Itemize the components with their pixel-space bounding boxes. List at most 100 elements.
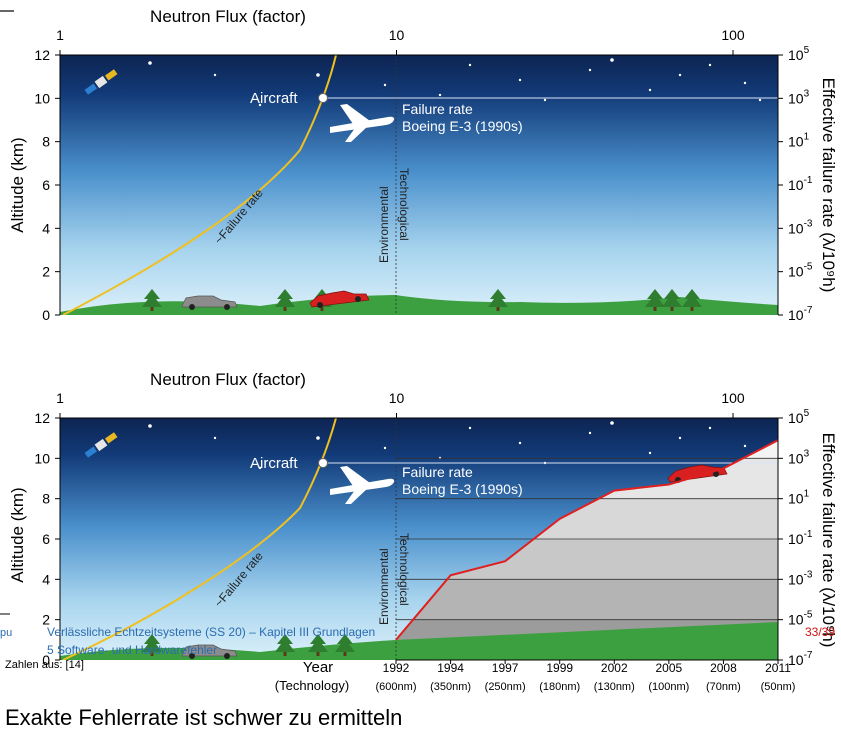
failure-rate-axis-label: Effective failure rate (λ/10⁹h) <box>819 433 838 648</box>
failure-rate-tick-label: 10-7 <box>788 650 813 668</box>
star <box>743 81 747 85</box>
footer-section: 5 Software- und Hardwarefehler <box>47 643 217 657</box>
year-tick-label: 2002 <box>601 661 628 675</box>
tree <box>682 289 702 307</box>
failure-rate-label: Failure rate <box>402 464 473 480</box>
bottom-panel: Aircraft Failure rate Boeing E-3 (1990s)… <box>8 370 838 693</box>
star <box>258 103 262 107</box>
footer-course: Verlässliche Echtzeitsysteme (SS 20) – K… <box>47 625 375 639</box>
aircraft-marker <box>318 458 328 468</box>
boeing-label: Boeing E-3 (1990s) <box>402 118 523 134</box>
technology-tick-label: (50nm) <box>761 681 796 693</box>
star <box>588 68 592 72</box>
aircraft-marker <box>318 93 328 103</box>
altitude-tick-label: 4 <box>42 571 50 587</box>
year-tick-label: 1999 <box>546 661 573 675</box>
altitude-tick-label: 2 <box>42 612 50 628</box>
altitude-tick-label: 6 <box>42 531 50 547</box>
environmental-label: Environmental <box>377 186 391 263</box>
flux-tick-label: 1 <box>56 27 64 43</box>
altitude-tick-label: 0 <box>42 652 50 668</box>
satellite-icon <box>84 432 118 458</box>
star <box>758 98 762 102</box>
altitude-tick-label: 0 <box>42 307 50 323</box>
tree <box>662 289 682 307</box>
star <box>543 98 547 102</box>
flux-tick-label: 10 <box>389 27 405 43</box>
failure-rate-tick-label: 10-1 <box>788 529 813 547</box>
flux-tick-label: 100 <box>721 27 745 43</box>
star <box>743 444 747 448</box>
altitude-tick-label: 6 <box>42 177 50 193</box>
altitude-tick-label: 12 <box>34 47 50 63</box>
satellite-icon <box>84 69 118 95</box>
altitude-tick-label: 2 <box>42 264 50 280</box>
source-note: Zahlen aus: [14] <box>5 659 84 671</box>
star <box>518 78 522 82</box>
flux-tick-label: 100 <box>721 390 745 406</box>
failure-rate-tick-label: 10-5 <box>788 610 813 628</box>
neutron-flux-title: Neutron Flux (factor) <box>150 7 306 26</box>
star <box>678 436 682 440</box>
star <box>610 421 614 425</box>
tree <box>308 634 328 652</box>
red-car <box>309 290 370 308</box>
star <box>383 446 387 450</box>
technology-tick-label: (600nm) <box>376 681 417 693</box>
tree <box>335 634 355 652</box>
footer-fragment: pu <box>0 627 12 639</box>
failure-rate-tick-label: 10-7 <box>788 305 813 323</box>
tree <box>142 634 162 652</box>
altitude-axis-label: Altitude (km) <box>8 487 27 582</box>
aircraft-label: Aircraft <box>250 90 298 107</box>
failure-rate-tick-label: 105 <box>788 408 810 426</box>
technology-tick-label: (130nm) <box>594 681 635 693</box>
star <box>708 63 712 67</box>
altitude-tick-label: 4 <box>42 220 50 236</box>
year-tick-label: 1997 <box>492 661 519 675</box>
environmental-label: Environmental <box>377 548 391 625</box>
altitude-tick-label: 12 <box>34 410 50 426</box>
star <box>148 424 152 428</box>
star <box>213 436 217 440</box>
star <box>213 73 217 77</box>
failure-rate-tick-label: 101 <box>788 132 810 150</box>
technological-label: Technological <box>397 533 411 606</box>
flux-tick-label: 1 <box>56 390 64 406</box>
star <box>468 426 472 430</box>
ground-hills <box>60 622 778 660</box>
failure-rate-axis-label: Effective failure rate (λ/10⁹h) <box>819 78 838 293</box>
technological-label: Technological <box>397 168 411 241</box>
year-tick-label: 2011 <box>765 661 791 675</box>
airplane-icon <box>330 104 395 142</box>
technology-tick-label: (70nm) <box>706 681 741 693</box>
altitude-tick-label: 8 <box>42 134 50 150</box>
failure-rate-tick-label: 10-1 <box>788 175 813 193</box>
sky-background <box>60 55 778 315</box>
tree <box>275 289 295 307</box>
year-tick-label: 1992 <box>383 661 410 675</box>
failure-rate-tick-label: 103 <box>788 448 810 466</box>
failure-rate-tick-label: 103 <box>788 88 810 106</box>
star <box>148 61 152 65</box>
failure-rate-tick-label: 101 <box>788 489 810 507</box>
aircraft-label: Aircraft <box>250 455 298 472</box>
failure-rate-curve <box>62 418 337 660</box>
stars <box>148 58 762 107</box>
technology-failure-line <box>395 439 779 641</box>
altitude-axis-label: Altitude (km) <box>8 137 27 232</box>
year-axis-label: Year <box>303 659 333 676</box>
technology-axis-label: (Technology) <box>275 678 349 693</box>
year-tick-label: 2008 <box>710 661 737 675</box>
trees <box>142 634 355 656</box>
boeing-label: Boeing E-3 (1990s) <box>402 481 523 497</box>
failure-rate-curve <box>62 55 337 315</box>
star <box>648 88 652 92</box>
star <box>678 73 682 77</box>
star <box>316 436 320 440</box>
star <box>383 83 387 87</box>
tree <box>645 289 665 307</box>
star <box>648 451 652 455</box>
star <box>468 63 472 67</box>
star <box>316 73 320 77</box>
